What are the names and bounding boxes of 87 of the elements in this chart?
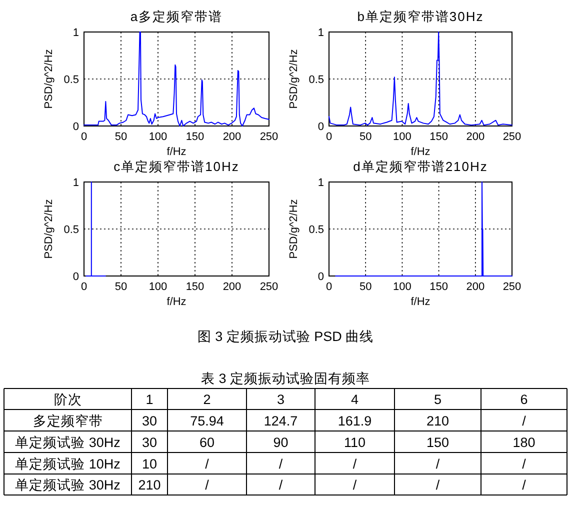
y-tick-label: 1 bbox=[72, 177, 79, 189]
y-axis-title: PSD/g^2/Hz bbox=[288, 49, 300, 109]
text: 30 bbox=[142, 413, 158, 428]
x-tick-label: 6 bbox=[520, 392, 528, 407]
x-tick-label: 250 bbox=[502, 131, 522, 143]
text: / bbox=[278, 478, 283, 492]
x-tick-label: 100 bbox=[393, 131, 412, 143]
text: / bbox=[352, 456, 357, 472]
text: / bbox=[436, 478, 440, 492]
y-tick-label: 0 bbox=[318, 121, 324, 133]
chart-title: b单定频窄带谱30Hz bbox=[357, 9, 484, 24]
x-axis-title: f/Hz bbox=[166, 296, 186, 308]
chart-title: d单定频窄带谱210Hz bbox=[353, 159, 488, 174]
x-tick-label: 0 bbox=[326, 281, 332, 293]
x-tick-label: 50 bbox=[359, 281, 372, 293]
y-axis-title: PSD/g^2/Hz bbox=[288, 199, 300, 259]
chart-title: a多定频窄带谱 bbox=[130, 9, 223, 24]
x-axis-title: 阶次 bbox=[54, 392, 82, 407]
text: 150 bbox=[426, 434, 450, 450]
x-tick-label: 50 bbox=[114, 131, 128, 143]
x-tick-label: 0 bbox=[80, 131, 88, 143]
x-tick-label: 100 bbox=[148, 281, 168, 293]
x-tick-label: 250 bbox=[260, 281, 278, 293]
x-tick-label: 150 bbox=[186, 281, 204, 293]
text: 60 bbox=[199, 434, 215, 450]
x-tick-label: 1 bbox=[146, 392, 154, 407]
y-tick-label: 0 bbox=[72, 121, 79, 133]
text: 161.9 bbox=[338, 413, 372, 428]
chart-title: 表 3 定频振动试验固有频率 bbox=[200, 371, 370, 386]
x-tick-label: 5 bbox=[434, 392, 442, 407]
y-tick-label: 1 bbox=[72, 27, 79, 39]
chart-title: c单定频窄带谱10Hz bbox=[114, 159, 240, 174]
x-tick-label: 100 bbox=[393, 281, 412, 293]
y-axis-title: PSD/g^2/Hz bbox=[43, 199, 55, 259]
y-tick-label: 1 bbox=[318, 27, 324, 39]
text: / bbox=[278, 456, 283, 472]
x-tick-label: 200 bbox=[466, 281, 485, 293]
x-tick-label: 250 bbox=[260, 131, 278, 143]
x-axis-title: f/Hz bbox=[410, 146, 430, 158]
text: 10 bbox=[142, 456, 158, 472]
y-tick-label: 单定频试验 30Hz bbox=[15, 434, 121, 450]
x-tick-label: 150 bbox=[430, 281, 448, 293]
x-tick-label: 150 bbox=[186, 131, 204, 143]
y-tick-label: 0.5 bbox=[308, 74, 324, 86]
text: 90 bbox=[273, 434, 288, 450]
text: / bbox=[205, 456, 209, 472]
x-tick-label: 50 bbox=[359, 131, 372, 143]
caption: 图 3 定频振动试验 PSD 曲线 bbox=[197, 329, 374, 344]
x-tick-label: 250 bbox=[502, 281, 522, 293]
x-tick-label: 0 bbox=[80, 281, 88, 293]
y-tick-label: 0.5 bbox=[64, 224, 79, 236]
text: 30 bbox=[142, 434, 158, 450]
y-tick-label: 0 bbox=[318, 271, 324, 283]
x-axis-title: f/Hz bbox=[410, 296, 430, 308]
x-tick-label: 200 bbox=[222, 131, 242, 143]
text: / bbox=[436, 456, 440, 472]
x-tick-label: 3 bbox=[276, 392, 285, 407]
text: / bbox=[522, 456, 526, 472]
x-tick-label: 200 bbox=[222, 281, 242, 293]
y-tick-label: 多定频窄带 bbox=[32, 413, 103, 428]
text: 124.7 bbox=[264, 413, 298, 428]
text: 210 bbox=[426, 413, 450, 428]
y-axis-title: PSD/g^2/Hz bbox=[43, 49, 55, 109]
x-axis-title: f/Hz bbox=[166, 146, 186, 158]
x-tick-label: 100 bbox=[148, 131, 168, 143]
text: / bbox=[205, 478, 209, 492]
x-tick-label: 150 bbox=[430, 131, 448, 143]
x-tick-label: 200 bbox=[466, 131, 485, 143]
y-tick-label: 0.5 bbox=[308, 224, 324, 236]
y-tick-label: 单定频试验 30Hz bbox=[15, 478, 121, 492]
text: 210 bbox=[138, 478, 161, 492]
text: / bbox=[352, 478, 357, 492]
y-tick-label: 单定频试验 10Hz bbox=[15, 456, 121, 472]
y-tick-label: 0 bbox=[72, 271, 79, 283]
y-tick-label: 1 bbox=[318, 177, 324, 189]
text: / bbox=[522, 413, 526, 428]
text: 75.94 bbox=[190, 413, 224, 428]
text: 110 bbox=[344, 434, 366, 450]
x-tick-label: 2 bbox=[203, 392, 211, 407]
x-tick-label: 50 bbox=[114, 281, 128, 293]
x-tick-label: 4 bbox=[350, 392, 359, 407]
text: / bbox=[522, 478, 526, 492]
line-series bbox=[328, 32, 512, 126]
x-tick-label: 0 bbox=[326, 131, 332, 143]
line-series bbox=[84, 32, 270, 126]
text: 180 bbox=[512, 434, 536, 450]
y-tick-label: 0.5 bbox=[64, 74, 79, 86]
